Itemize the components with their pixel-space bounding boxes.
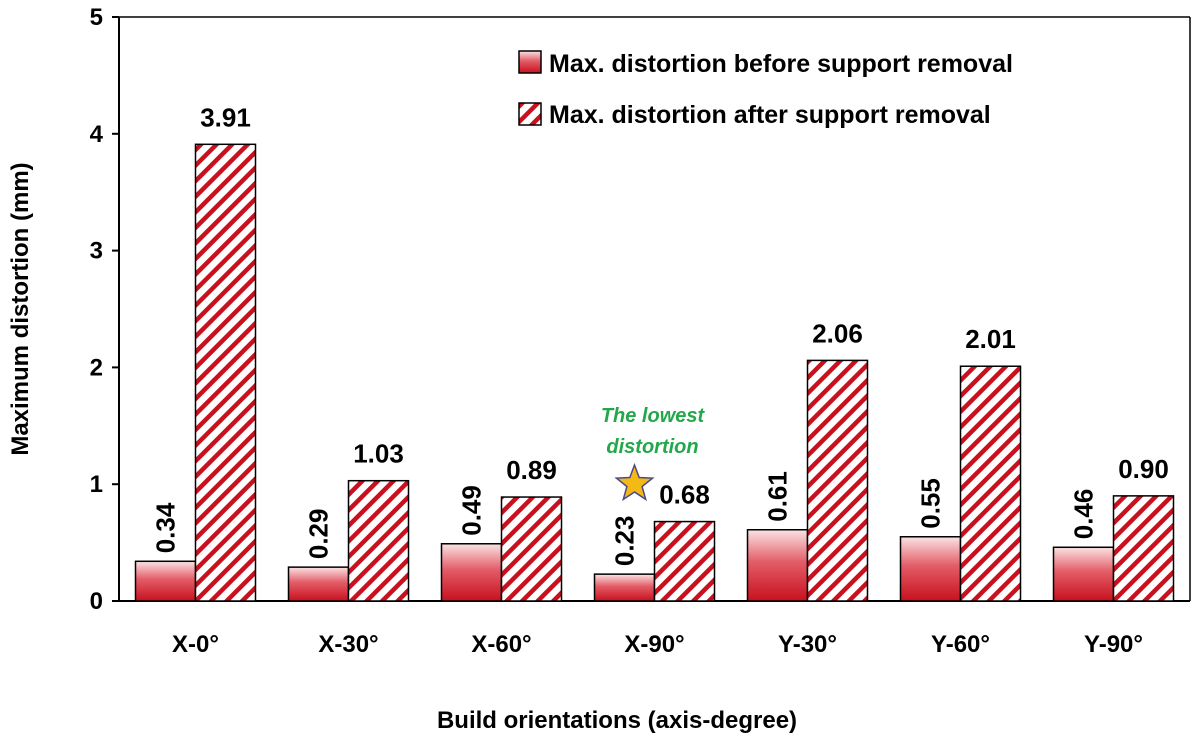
x-axis-tick-labels: X-0° X-30° X-60° X-90° Y-30° Y-60° Y-90° — [172, 631, 1143, 658]
bar-after-removal — [500, 496, 563, 602]
data-label-before: 0.34 — [151, 502, 181, 553]
data-label-before: 0.61 — [763, 471, 793, 522]
y-axis-ticks: 0 1 2 3 4 5 — [90, 4, 119, 615]
legend: Max. distortion before support removal M… — [518, 50, 1013, 129]
bar-after-removal — [1112, 495, 1175, 602]
bar-after-removal — [194, 143, 257, 602]
legend-swatch-after — [518, 102, 542, 126]
bar-before-removal — [899, 536, 962, 602]
bar-before-removal — [440, 543, 503, 602]
data-label-after: 2.06 — [812, 318, 863, 348]
bar-before-removal — [593, 573, 656, 602]
data-label-before: 0.29 — [304, 509, 334, 560]
annotation-text-line-1: The lowest — [601, 405, 706, 427]
bar-before-removal — [134, 560, 197, 602]
x-tick-label: X-0° — [172, 631, 219, 658]
bars: 0.34 3.91 0.29 1.03 0.49 0.89 0.23 0.68 0.61 2.06… — [134, 102, 1175, 602]
bar-after-removal — [806, 359, 869, 602]
bar-after-removal — [959, 365, 1022, 602]
y-tick-label: 2 — [90, 354, 103, 381]
y-tick-label: 1 — [90, 471, 103, 498]
y-tick-label: 3 — [90, 238, 103, 265]
data-label-after: 2.01 — [965, 324, 1016, 354]
data-label-after: 3.91 — [200, 102, 251, 132]
legend-label-before: Max. distortion before support removal — [549, 50, 1013, 78]
y-axis-title: Maximum distortion (mm) — [7, 162, 34, 455]
bar-before-removal — [287, 566, 350, 602]
x-tick-label: X-60° — [471, 631, 531, 658]
data-label-after: 1.03 — [353, 439, 404, 469]
data-label-before: 0.49 — [457, 485, 487, 536]
bar-before-removal — [1052, 546, 1115, 602]
annotation-text-line-2: distortion — [606, 436, 698, 458]
x-tick-label: Y-60° — [931, 631, 990, 658]
y-tick-label: 5 — [90, 4, 103, 31]
x-tick-label: X-30° — [318, 631, 378, 658]
y-tick-label: 0 — [90, 588, 103, 615]
x-tick-label: X-90° — [624, 631, 684, 658]
bar-after-removal — [347, 479, 410, 602]
legend-label-after: Max. distortion after support removal — [549, 101, 991, 129]
data-label-before: 0.55 — [916, 478, 946, 529]
data-label-before: 0.46 — [1069, 489, 1099, 540]
data-label-after: 0.89 — [506, 455, 557, 485]
y-tick-label: 4 — [90, 121, 104, 148]
legend-swatch-before — [518, 50, 542, 74]
bar-after-removal — [653, 520, 716, 602]
bar-before-removal — [746, 529, 809, 602]
x-tick-label: Y-30° — [778, 631, 837, 658]
data-label-before: 0.23 — [610, 516, 640, 567]
data-label-after: 0.68 — [659, 480, 710, 510]
data-label-after: 0.90 — [1118, 454, 1169, 484]
x-axis-title: Build orientations (axis-degree) — [437, 707, 797, 734]
lowest-distortion-annotation: The lowest distortion — [601, 405, 706, 502]
star-icon — [614, 462, 655, 502]
x-tick-label: Y-90° — [1084, 631, 1143, 658]
